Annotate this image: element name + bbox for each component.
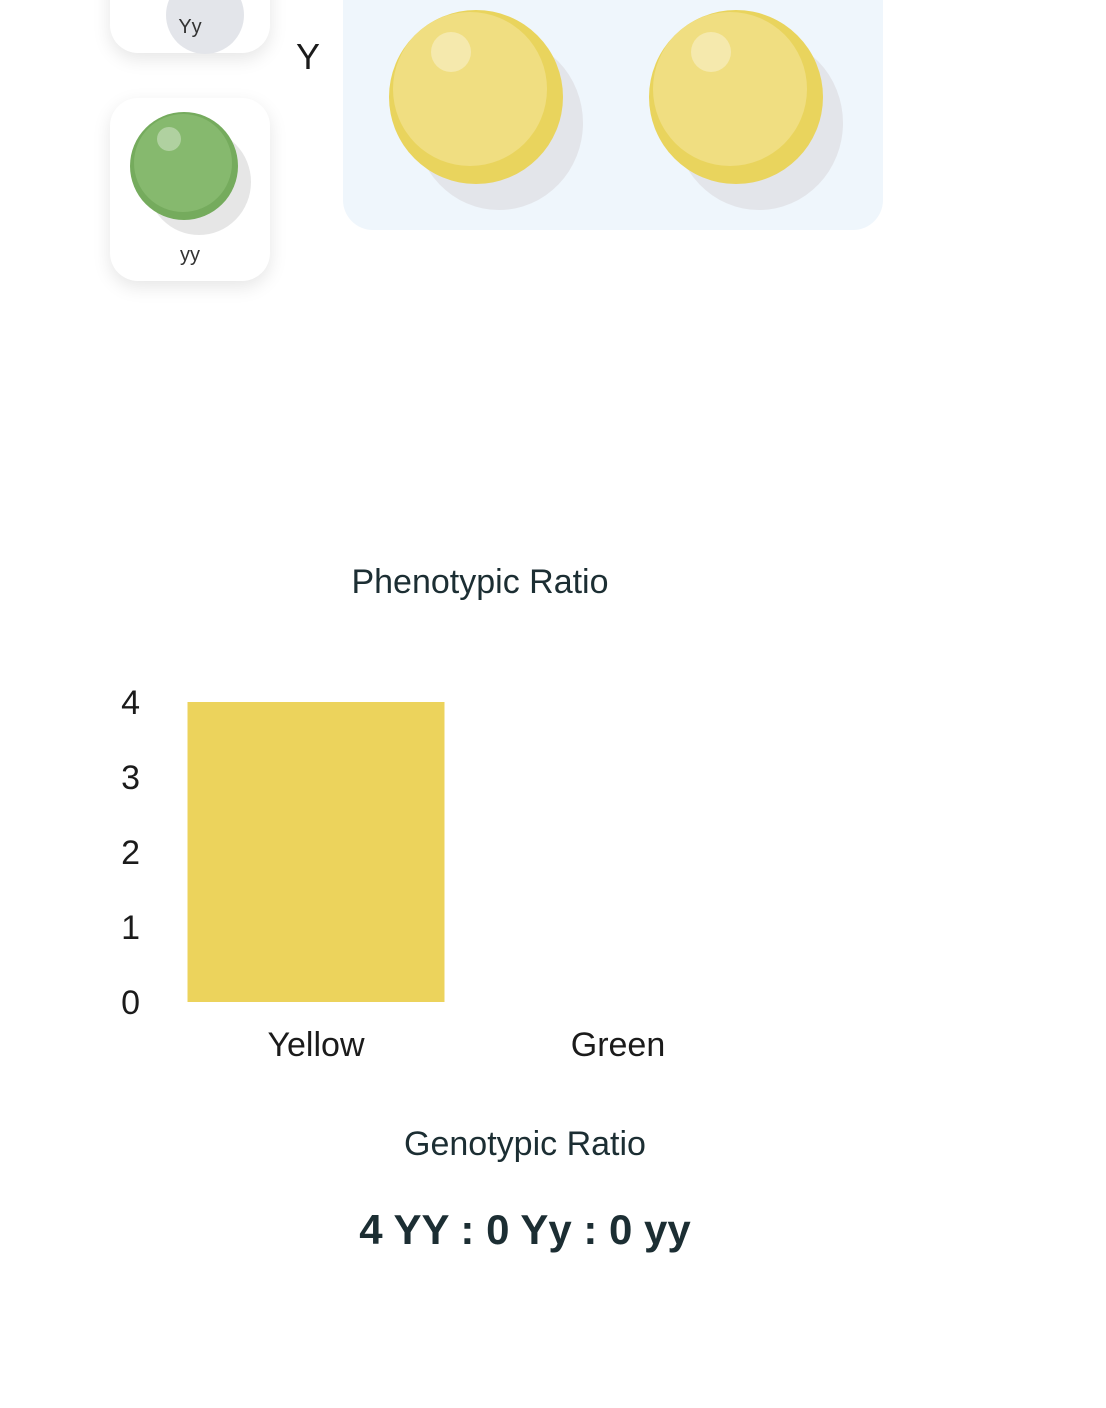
- punnett-row-label: Y: [296, 36, 321, 77]
- genotypic-ratio-title: Genotypic Ratio: [404, 1125, 646, 1163]
- offspring-pea-icon: [389, 10, 589, 210]
- legend-card-Yy: Yy: [110, 0, 270, 54]
- bar-yellow: [187, 702, 445, 1002]
- legend-card-yy: yy: [110, 98, 270, 281]
- chart-title: Phenotypic Ratio: [351, 563, 609, 601]
- y-tick-label: 3: [121, 759, 140, 797]
- x-tick-label: Yellow: [267, 1026, 364, 1064]
- y-tick-label: 4: [121, 684, 140, 722]
- x-tick-label: Green: [571, 1026, 666, 1064]
- genotypic-ratio-value: 4 YY : 0 Yy : 0 yy: [359, 1206, 691, 1253]
- y-tick-label: 0: [121, 984, 140, 1022]
- phenotypic-bar-chart: 0 1 2 3 4 Yellow Green: [121, 684, 666, 1064]
- legend-label-yy: yy: [180, 244, 200, 266]
- pea-icon-green: [130, 112, 251, 236]
- y-tick-label: 1: [121, 909, 140, 947]
- punnett-row: [343, 0, 883, 230]
- offspring-pea-icon: [649, 10, 849, 210]
- legend-label-Yy: Yy: [178, 16, 202, 38]
- y-tick-label: 2: [121, 834, 140, 872]
